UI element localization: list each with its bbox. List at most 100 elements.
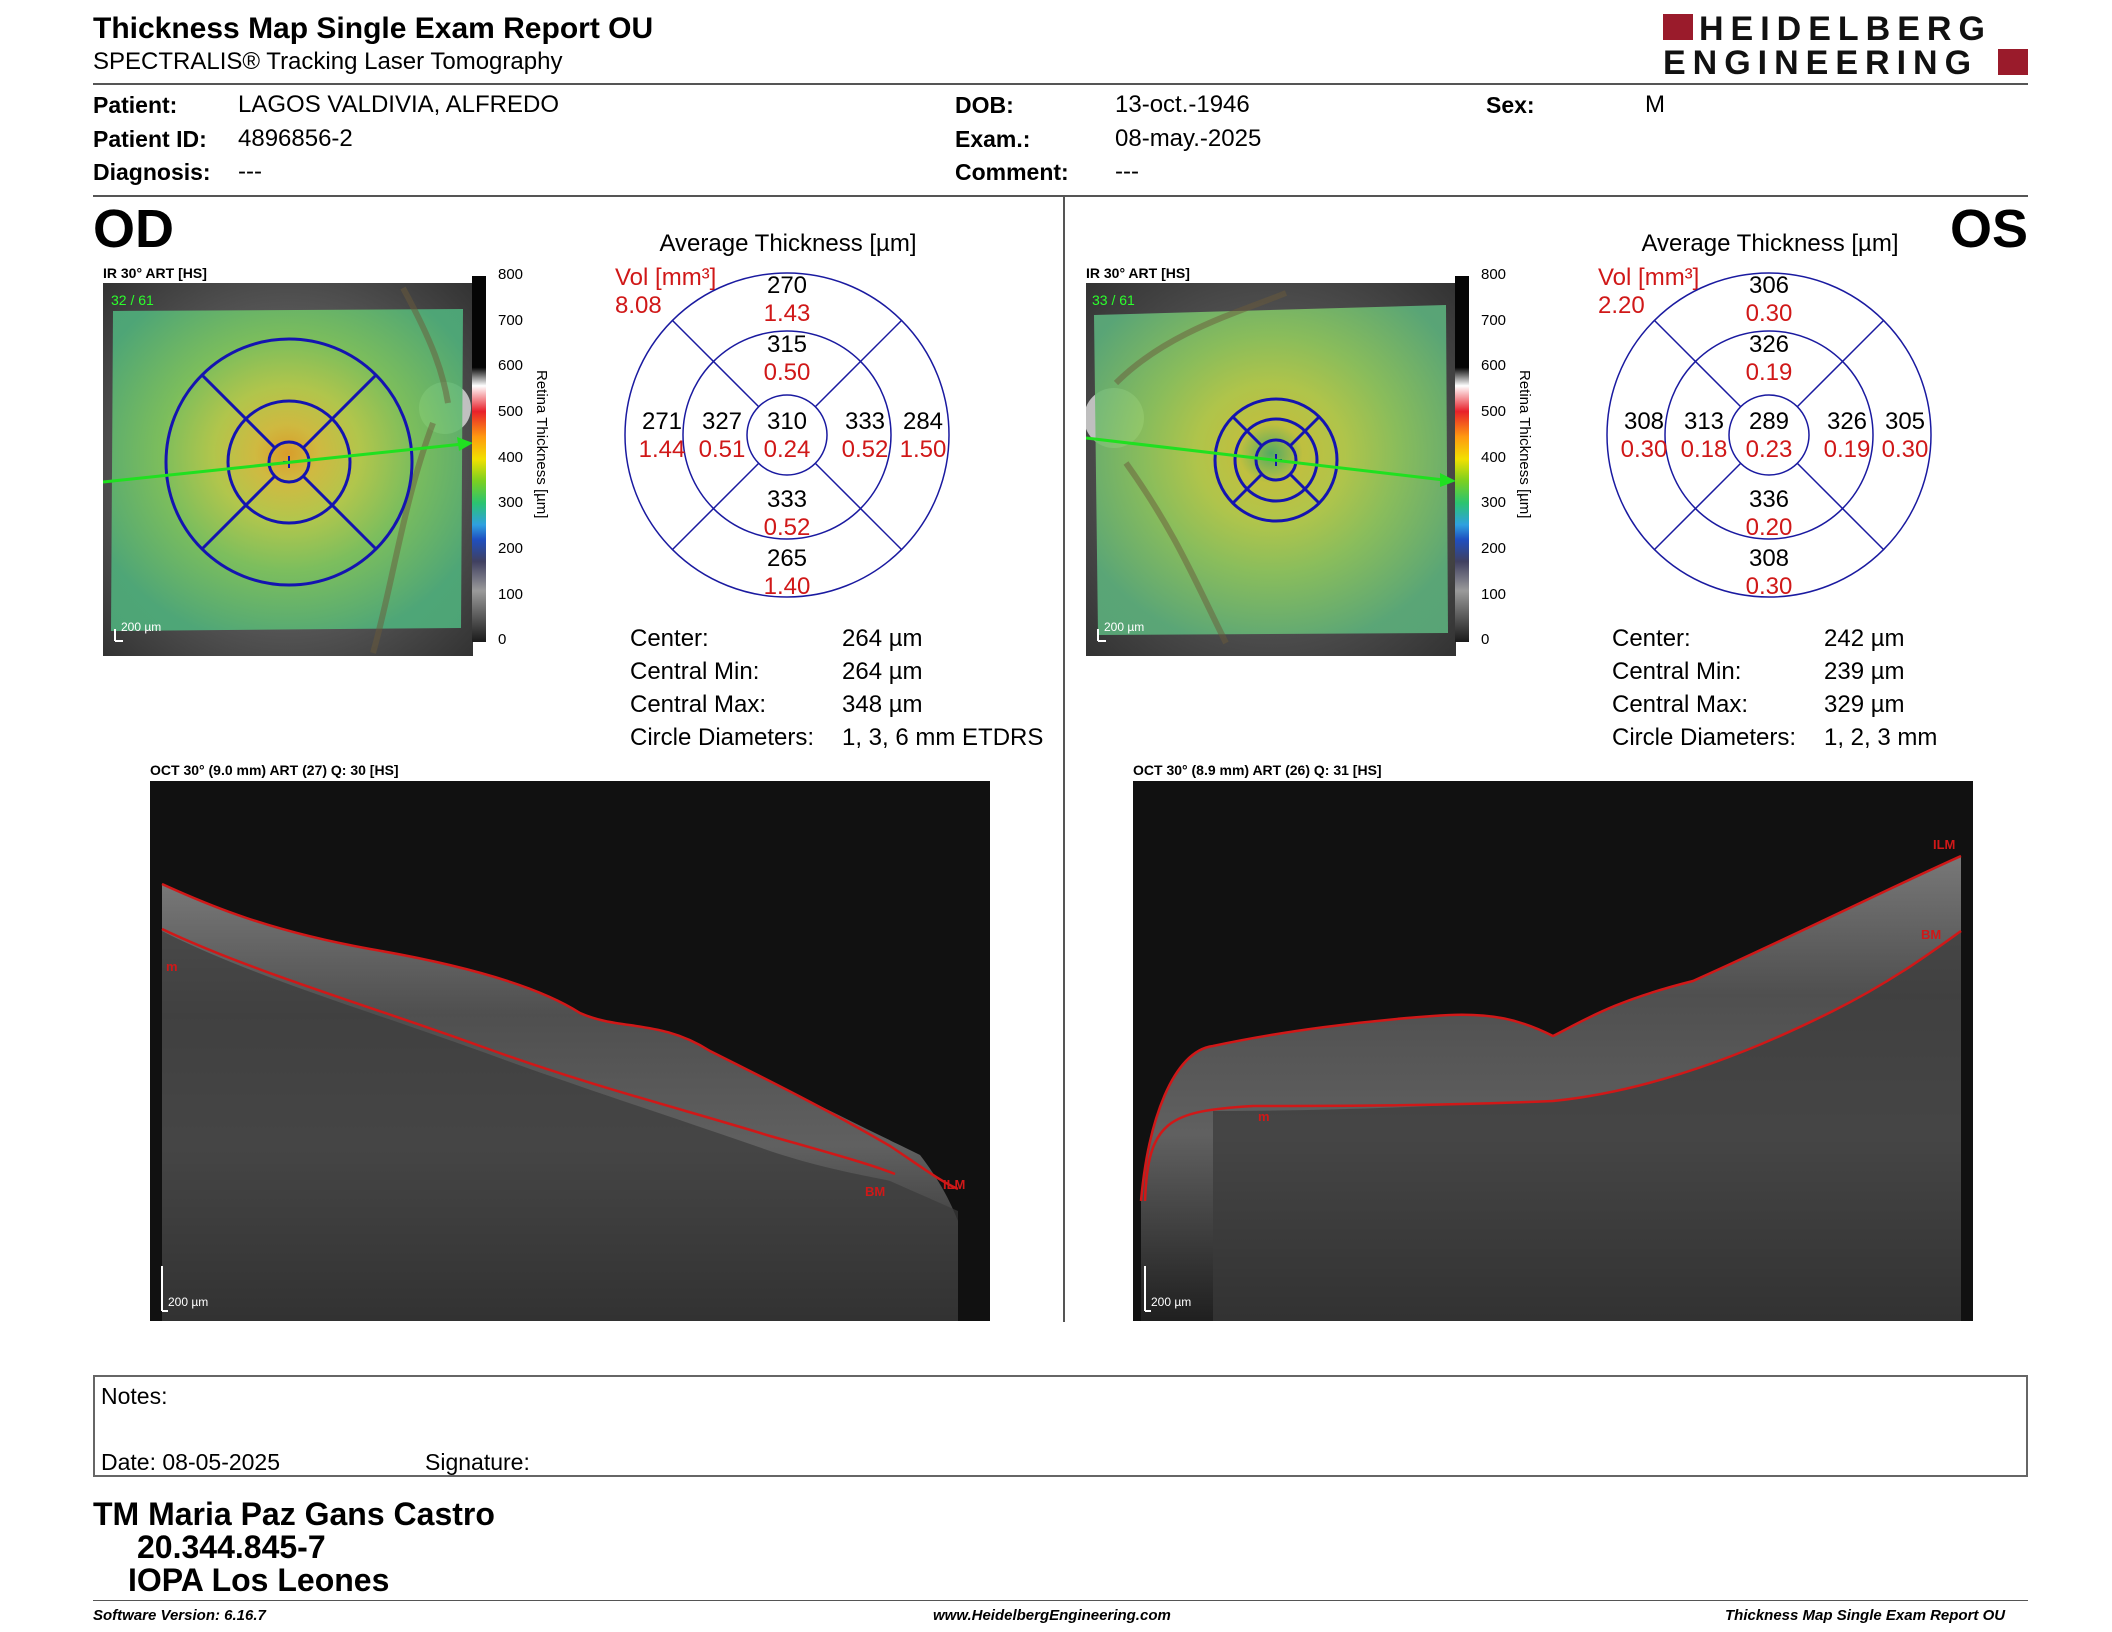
od-vol-value: 8.08: [615, 292, 662, 319]
od-tick-400: 400: [498, 449, 524, 466]
od-stat-max-value: 348 µm: [842, 691, 923, 718]
od-eye-label: OD: [93, 199, 174, 259]
od-inner-bottom: 333 0.52: [763, 486, 811, 541]
os-stat-min-label: Central Min:: [1612, 658, 1742, 685]
logo-line1: HEIDELBERG: [1699, 10, 1992, 48]
od-map-counter: 32 / 61: [111, 292, 154, 308]
logo-square-bottom: [1998, 49, 2028, 75]
signer-institution: IOPA Los Leones: [128, 1562, 390, 1598]
os-center: 289 0.23: [1745, 408, 1793, 463]
os-outer-top: 306 0.30: [1745, 272, 1793, 327]
os-stat-center-value: 242 µm: [1824, 625, 1905, 652]
os-tick-700: 700: [1481, 312, 1507, 329]
od-stat-center-value: 264 µm: [842, 625, 923, 652]
od-stat-diam-value: 1, 3, 6 mm ETDRS: [842, 724, 1044, 751]
os-tick-600: 600: [1481, 357, 1507, 374]
sex-value: M: [1645, 91, 1665, 118]
heidelberg-logo: HEIDELBERG ENGINEERING: [1663, 10, 2028, 82]
od-tick-600: 600: [498, 357, 524, 374]
dob-label: DOB:: [955, 92, 1014, 118]
os-tick-0: 0: [1481, 631, 1490, 648]
os-inner-right: 326 0.19: [1823, 408, 1871, 463]
exam-label: Exam.:: [955, 126, 1031, 152]
od-tick-300: 300: [498, 494, 524, 511]
os-scale-label: Retina Thickness [µm]: [1516, 370, 1533, 519]
od-stat-min-label: Central Min:: [630, 658, 760, 685]
od-stat-center-label: Center:: [630, 625, 709, 652]
header-divider: [93, 83, 2028, 85]
os-stat-diam-value: 1, 2, 3 mm: [1824, 724, 1938, 751]
website-link[interactable]: www.HeidelbergEngineering.com: [933, 1607, 1171, 1624]
od-stat-min-value: 264 µm: [842, 658, 923, 685]
od-oct-m-label: m: [166, 959, 178, 974]
os-scale-ticks: 800 700 600 500 400 300 200 100 0: [1469, 266, 1506, 648]
od-map-label: IR 30° ART [HS]: [103, 265, 207, 281]
od-stat-max-label: Central Max:: [630, 691, 767, 718]
exam-value: 08-may.-2025: [1115, 125, 1262, 152]
od-center: 310 0.24: [763, 408, 811, 463]
od-oct-bm-label: BM: [865, 1184, 885, 1199]
software-version: Software Version: 6.16.7: [93, 1607, 266, 1624]
od-outer-top: 270 1.43: [763, 272, 811, 327]
os-oct-ilm-label: ILM: [1933, 837, 1955, 852]
os-eye-label: OS: [1950, 199, 2029, 259]
os-tick-400: 400: [1481, 449, 1507, 466]
od-color-scale: [472, 276, 486, 642]
od-thickness-map: 32 / 61 200 µm: [103, 283, 473, 656]
os-map-scale: 200 µm: [1104, 620, 1144, 634]
sex-label: Sex:: [1486, 92, 1535, 118]
od-avg-title: Average Thickness [µm]: [659, 230, 917, 257]
od-inner-left: 327 0.51: [698, 408, 746, 463]
comment-value: ---: [1115, 158, 1139, 185]
od-tick-100: 100: [498, 586, 524, 603]
od-oct-scan: m BM ILM 200 µm: [150, 781, 990, 1321]
od-oct-scale: 200 µm: [168, 1295, 208, 1309]
os-oct-scale: 200 µm: [1151, 1295, 1191, 1309]
os-map-label: IR 30° ART [HS]: [1086, 265, 1190, 281]
os-tick-100: 100: [1481, 586, 1507, 603]
patient-label: Patient:: [93, 92, 178, 118]
logo-square-top: [1663, 14, 1693, 40]
footer-divider: [93, 1600, 2028, 1601]
od-scale-label: Retina Thickness [µm]: [533, 370, 550, 519]
notes-label: Notes:: [101, 1383, 168, 1409]
od-tick-500: 500: [498, 403, 524, 420]
notes-date: Date: 08-05-2025: [101, 1449, 281, 1475]
od-scale-ticks: 800 700 600 500 400 300 200 100 0: [486, 266, 523, 648]
os-inner-left: 313 0.18: [1680, 408, 1728, 463]
eye-divider: [1063, 197, 1065, 1322]
os-tick-200: 200: [1481, 540, 1507, 557]
od-tick-0: 0: [498, 631, 507, 648]
od-tick-800: 800: [498, 266, 524, 283]
report-subtitle: SPECTRALIS® Tracking Laser Tomography: [93, 48, 563, 75]
od-inner-top: 315 0.50: [763, 331, 811, 386]
od-tick-200: 200: [498, 540, 524, 557]
patient-id-value: 4896856-2: [238, 125, 353, 152]
os-thickness-map: 33 / 61 200 µm: [1086, 283, 1456, 656]
od-vol-label: Vol [mm³]: [615, 264, 717, 291]
os-stat-center-label: Center:: [1612, 625, 1691, 652]
footer-report-name: Thickness Map Single Exam Report OU: [1725, 1607, 2006, 1624]
notes-signature-label: Signature:: [425, 1449, 530, 1475]
report-title: Thickness Map Single Exam Report OU: [93, 12, 654, 45]
os-vol-value: 2.20: [1598, 292, 1645, 319]
os-oct-m-label: m: [1258, 1109, 1270, 1124]
signer-id: 20.344.845-7: [137, 1529, 326, 1565]
signer-name: TM Maria Paz Gans Castro: [93, 1496, 495, 1532]
od-oct-label: OCT 30° (9.0 mm) ART (27) Q: 30 [HS]: [150, 762, 399, 778]
od-tick-700: 700: [498, 312, 524, 329]
os-stat-diam-label: Circle Diameters:: [1612, 724, 1797, 751]
os-tick-300: 300: [1481, 494, 1507, 511]
diagnosis-label: Diagnosis:: [93, 159, 211, 185]
os-vol-label: Vol [mm³]: [1598, 264, 1700, 291]
comment-label: Comment:: [955, 159, 1069, 185]
patient-value: LAGOS VALDIVIA, ALFREDO: [238, 91, 559, 118]
os-sector-grid: [1606, 272, 1932, 598]
logo-line2: ENGINEERING: [1663, 44, 1979, 82]
os-tick-500: 500: [1481, 403, 1507, 420]
diagnosis-value: ---: [238, 158, 262, 185]
os-inner-top: 326 0.19: [1745, 331, 1793, 386]
notes-box[interactable]: Notes: Date: 08-05-2025 Signature:: [93, 1375, 2028, 1477]
os-tick-800: 800: [1481, 266, 1507, 283]
os-avg-title: Average Thickness [µm]: [1641, 230, 1899, 257]
